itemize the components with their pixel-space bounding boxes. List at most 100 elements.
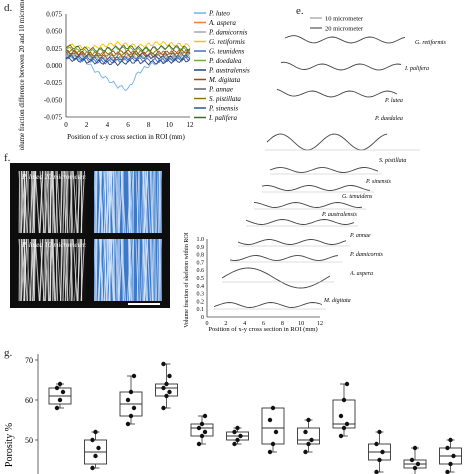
panel-e-trace [280,61,402,71]
micrograph-fiber [146,239,151,301]
micrograph-fiber [56,171,62,234]
box-data-point [202,429,208,435]
panel-d-legend-label: G. teunidens [209,48,245,56]
micrograph-fiber [94,239,97,301]
micrograph-fiber [140,239,144,301]
panel-d-label: d. [4,2,13,14]
panel-f-ytick: 0.6 [197,268,205,274]
micrograph-fiber [129,171,134,233]
panel-d-ytick: 0.050 [46,28,62,36]
micrograph-fiber [64,239,68,301]
panel-e-legend-label: 10 micrometer [325,16,364,23]
box-data-point [412,445,418,451]
box-data-point [232,441,237,447]
micrograph-fiber [47,171,50,234]
micrograph-fiber [64,171,68,234]
panel-f-xtick: 8 [281,321,284,327]
micrograph-fiber [158,171,160,233]
micrograph-fiber [128,171,131,233]
micrograph-fiber [74,171,78,234]
box-data-point [93,429,98,435]
box-body [261,407,285,445]
panel-d-chart: 0.075 0.050 0.025 0.000 -0.025 -0.050 -0.075 0… [18,0,250,150]
micrograph-fiber [34,239,40,301]
box-data-point [235,425,240,431]
micrograph-fiber [47,239,50,301]
micrograph-fiber [144,171,149,233]
box-data-point [57,397,63,403]
panel-d-legend-label: P. damicornis [208,29,248,37]
micrograph-fiber [143,171,149,233]
micrograph-fiber [112,171,116,233]
panel-d-xtick: 12 [187,121,195,129]
panel-e-trace [269,167,379,173]
micrograph-fiber [144,239,149,301]
panel-f-ytick: 0.8 [197,253,205,259]
panel-e-species-label: G. tenuidens [342,194,373,200]
panel-e-trace [213,302,323,308]
panel-d-legend-label: G. retiformis [209,38,245,46]
micrograph-fiber [39,171,44,234]
panel-e-species-label: P. daedalea [374,116,403,122]
panel-f-xtick: 2 [224,321,227,327]
micrograph-fiber [159,171,162,233]
micrograph-fiber [143,239,149,301]
micrograph-fiber [62,171,66,234]
panel-g-label: g. [4,347,13,359]
panel-g-ytick: 60 [25,396,33,405]
panel-d-ylabel: Volume fraction difference between 20 an… [18,0,26,150]
box-data-point [131,373,137,379]
panel-f-ytick: 0.1 [197,307,205,313]
box-data-point [306,417,311,423]
panel-e-species-label: P. lutea [384,98,403,104]
box-data-point [96,445,101,451]
micrograph-fiber [20,171,23,234]
panel-f-ytick: 0.9 [197,245,205,251]
panel-f-xtick: 10 [298,321,304,327]
micrograph-fiber [42,239,46,301]
micrograph-fiber [128,239,133,301]
panel-d-legend-label: P. annae [208,86,233,94]
micrograph-fiber [42,171,46,234]
panel-f-xtick: 12 [317,321,323,327]
micrograph-bottom-caption: P. lutea 10 micrometers [22,241,86,249]
panel-e-species-label: M. digitata [323,298,351,304]
micrograph-fiber [120,171,126,233]
panel-d-series-line [65,53,191,63]
micrograph-fiber [109,239,114,301]
box-data-point [338,433,344,439]
box-data-point [344,421,350,427]
micrograph-fiber [149,171,153,233]
panel-g-ylabel: Porosity % [4,423,15,467]
panel-d-series-line [65,48,191,57]
micrograph-fiber [62,239,66,301]
micrograph-fiber [60,171,63,234]
micrograph-fiber [80,171,86,234]
box-data-point [270,405,276,411]
panel-f-xtick: 6 [262,321,265,327]
box-data-point [235,437,240,443]
panel-d-xtick: 8 [147,121,151,129]
panel-d-legend-label: A. aspera [208,19,236,27]
box-data-point [341,425,347,431]
box-data-point [267,417,273,423]
box-data-point [128,413,134,419]
panel-d-legend-label: P. doedalea [208,57,242,65]
micrograph-fiber [135,171,139,233]
panel-d-ytick: -0.075 [44,114,63,122]
box-data-point [161,361,166,367]
box-data-point [131,405,137,411]
box-data-point [93,453,98,459]
micrograph-fiber [49,239,52,301]
panel-e-trace [237,239,347,245]
panel-f-ylabel: Volume fraction of skeleton within ROI [183,232,190,327]
panel-e-species-label: A. aspera [349,271,373,277]
box-data-point [445,469,450,474]
micrograph-fiber [128,239,131,301]
box-data-point [167,389,172,395]
micrograph-fiber [95,171,98,233]
micrograph-fiber [97,171,102,233]
micrograph-fiber [115,239,120,301]
micrograph-fiber [72,239,78,301]
box-data-point [60,389,66,395]
